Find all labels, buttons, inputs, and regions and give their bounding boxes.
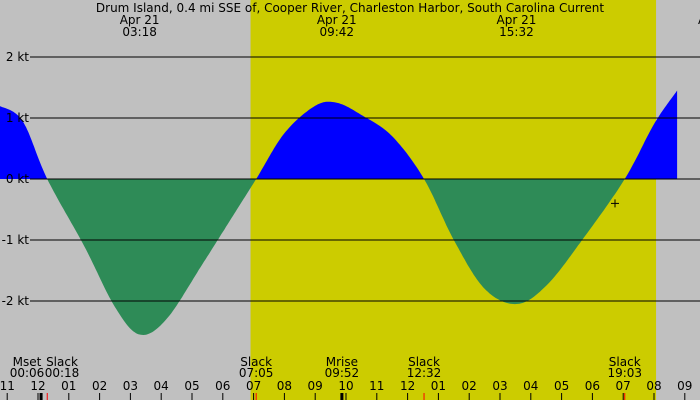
y-tick-label: 0 kt xyxy=(6,172,29,186)
hour-tick-label: 11 xyxy=(369,379,384,393)
y-axis-labels: 2 kt 1 kt 0 kt -1 kt -2 kt xyxy=(2,50,30,308)
event-time: 00:06 xyxy=(10,366,45,380)
extremum-time: 15:32 xyxy=(499,25,534,39)
hour-tick-label: 01 xyxy=(431,379,446,393)
hour-tick-label: 12 xyxy=(400,379,415,393)
event-time: 07:05 xyxy=(239,366,274,380)
hour-tick-label: 06 xyxy=(215,379,230,393)
event-label: Mrise xyxy=(326,355,358,369)
y-tick-label: 2 kt xyxy=(6,50,29,64)
event-label: Slack xyxy=(408,355,440,369)
hour-tick-label: 08 xyxy=(277,379,292,393)
event-markers xyxy=(39,393,626,400)
hour-tick-label: 02 xyxy=(92,379,107,393)
annotations xyxy=(610,199,619,208)
hour-tick-label: 03 xyxy=(123,379,138,393)
hour-tick-label: 02 xyxy=(462,379,477,393)
hour-tick-label: 08 xyxy=(646,379,661,393)
hour-tick-label: 12 xyxy=(30,379,45,393)
hour-tick-label: 07 xyxy=(246,379,261,393)
y-gridlines xyxy=(30,56,700,302)
extremum-date: A xyxy=(698,13,700,27)
event-label: Slack xyxy=(609,355,641,369)
hour-tick-label: 05 xyxy=(184,379,199,393)
hour-tick-label: 09 xyxy=(308,379,323,393)
y-tick-label: 1 kt xyxy=(6,111,29,125)
hour-tick-label: 10 xyxy=(338,379,353,393)
hour-tick-label: 04 xyxy=(154,379,169,393)
moon-marker xyxy=(340,393,344,400)
flood-area xyxy=(0,90,678,179)
current-areas xyxy=(0,90,678,335)
event-label: Slack xyxy=(240,355,272,369)
event-label: Slack xyxy=(46,355,78,369)
extremum-time: 03:18 xyxy=(122,25,157,39)
ebb-area xyxy=(0,179,678,335)
extremum-date: Apr 21 xyxy=(317,13,357,27)
chart-title: Drum Island, 0.4 mi SSE of, Cooper River… xyxy=(96,1,604,15)
hour-tick-label: 11 xyxy=(0,379,15,393)
y-tick-label: -2 kt xyxy=(2,294,30,308)
y-tick-label: -1 kt xyxy=(2,233,30,247)
hour-tick-label: 03 xyxy=(492,379,507,393)
event-label: Mset xyxy=(13,355,42,369)
extremum-date: Apr 21 xyxy=(120,13,160,27)
hour-tick-label: 05 xyxy=(554,379,569,393)
x-axis-hour-ticks: 11 12 01 02 03 04 05 06 07 08 09 10 11 12 01 02 03 04 05 06… xyxy=(0,379,692,400)
event-labels: Mset00:06Slack00:18Slack07:05Mrise09:52S… xyxy=(10,355,642,380)
event-time: 00:18 xyxy=(45,366,80,380)
hour-tick-label: 09 xyxy=(677,379,692,393)
extremum-date: Apr 21 xyxy=(497,13,537,27)
hour-tick-label: 01 xyxy=(61,379,76,393)
moon-marker xyxy=(39,393,43,400)
extremum-time: 09:42 xyxy=(319,25,354,39)
event-time: 19:03 xyxy=(607,366,642,380)
event-time: 12:32 xyxy=(407,366,442,380)
hour-tick-label: 06 xyxy=(585,379,600,393)
hour-tick-label: 04 xyxy=(523,379,538,393)
hour-tick-label: 07 xyxy=(616,379,631,393)
event-time: 09:52 xyxy=(325,366,360,380)
